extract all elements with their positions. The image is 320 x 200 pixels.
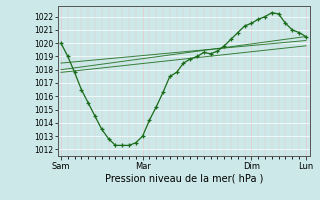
X-axis label: Pression niveau de la mer( hPa ): Pression niveau de la mer( hPa ) xyxy=(105,173,263,183)
